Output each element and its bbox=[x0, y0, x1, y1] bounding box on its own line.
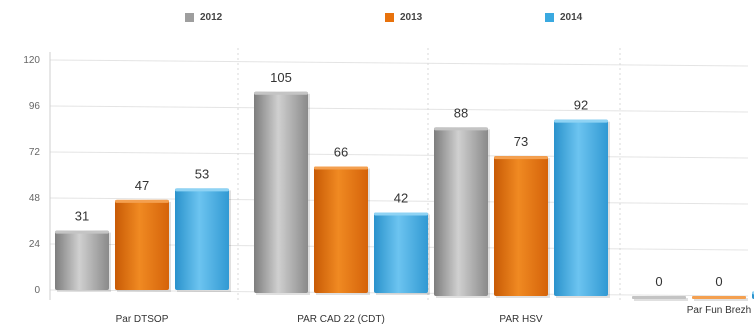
gridline-48 bbox=[49, 197, 749, 205]
bar-top-2013-1 bbox=[314, 166, 368, 170]
value-label-2012-3: 0 bbox=[655, 274, 662, 289]
bar-2014-1 bbox=[374, 212, 428, 293]
bar-2012-0 bbox=[55, 230, 109, 290]
bar-top-2012-3 bbox=[632, 296, 686, 299]
chart-legend: 2012 2013 2014 bbox=[0, 0, 754, 40]
bar-2013-0 bbox=[115, 199, 169, 290]
value-label-2012-2: 88 bbox=[454, 105, 468, 120]
y-tick-label-48: 48 bbox=[29, 193, 41, 204]
value-label-2012-0: 31 bbox=[75, 209, 89, 224]
value-label-2014-0: 53 bbox=[195, 166, 209, 181]
y-tick-label-96: 96 bbox=[29, 101, 41, 112]
x-tick-label-1: PAR CAD 22 (CDT) bbox=[297, 314, 385, 325]
bar-top-2013-2 bbox=[494, 156, 548, 160]
y-tick-label-24: 24 bbox=[29, 239, 41, 250]
value-label-2012-1: 105 bbox=[270, 70, 292, 85]
bar-top-2012-0 bbox=[55, 230, 109, 234]
value-label-2013-3: 0 bbox=[715, 274, 722, 289]
bar-2012-1 bbox=[254, 91, 308, 293]
bar-2014-0 bbox=[175, 188, 229, 290]
value-label-2013-0: 47 bbox=[135, 178, 149, 193]
bar-2014-2 bbox=[554, 119, 608, 297]
x-axis: Par DTSOP PAR CAD 22 (CDT) PAR HSV Par Fun … bbox=[116, 305, 752, 325]
y-tick-label-72: 72 bbox=[29, 147, 41, 158]
x-tick-label-2: PAR HSV bbox=[499, 314, 542, 325]
bar-2012-2 bbox=[434, 127, 488, 296]
bar-top-2013-0 bbox=[115, 199, 169, 203]
gridline-96 bbox=[49, 105, 749, 113]
bar-shadow bbox=[694, 298, 748, 301]
bar-top-2012-2 bbox=[434, 127, 488, 131]
x-tick-label-3: Par Fun Brezh bbox=[687, 305, 751, 316]
bar-top-2012-1 bbox=[254, 91, 308, 95]
bars bbox=[55, 91, 754, 301]
legend-label-2012: 2012 bbox=[200, 12, 223, 23]
legend-label-2014: 2014 bbox=[560, 12, 583, 23]
value-labels: 3147531056642887392004 bbox=[75, 70, 723, 289]
gridline-120 bbox=[49, 59, 749, 67]
bar-top-2014-1 bbox=[374, 212, 428, 216]
legend-swatch-2012 bbox=[185, 13, 194, 22]
legend-item-2014: 2014 bbox=[545, 12, 582, 23]
legend-label-2013: 2013 bbox=[400, 12, 423, 23]
y-axis: 0 24 48 72 96 120 bbox=[23, 55, 40, 296]
value-label-2014-2: 92 bbox=[574, 98, 588, 113]
legend-swatch-2013 bbox=[385, 13, 394, 22]
bar-2013-1 bbox=[314, 166, 368, 293]
x-tick-label-0: Par DTSOP bbox=[116, 314, 169, 325]
value-label-2014-1: 42 bbox=[394, 191, 408, 206]
bar-top-2014-2 bbox=[554, 119, 608, 123]
bar-shadow bbox=[634, 298, 688, 301]
legend-swatch-2014 bbox=[545, 13, 554, 22]
gridline-72 bbox=[49, 151, 749, 159]
bar-2013-2 bbox=[494, 156, 548, 296]
legend-item-2012: 2012 bbox=[185, 12, 222, 23]
y-tick-label-0: 0 bbox=[34, 285, 40, 296]
value-label-2013-1: 66 bbox=[334, 145, 348, 160]
y-tick-label-120: 120 bbox=[23, 55, 40, 66]
bar-top-2014-0 bbox=[175, 188, 229, 192]
bar-top-2013-3 bbox=[692, 296, 746, 299]
legend-item-2013: 2013 bbox=[385, 12, 422, 23]
value-label-2013-2: 73 bbox=[514, 134, 528, 149]
